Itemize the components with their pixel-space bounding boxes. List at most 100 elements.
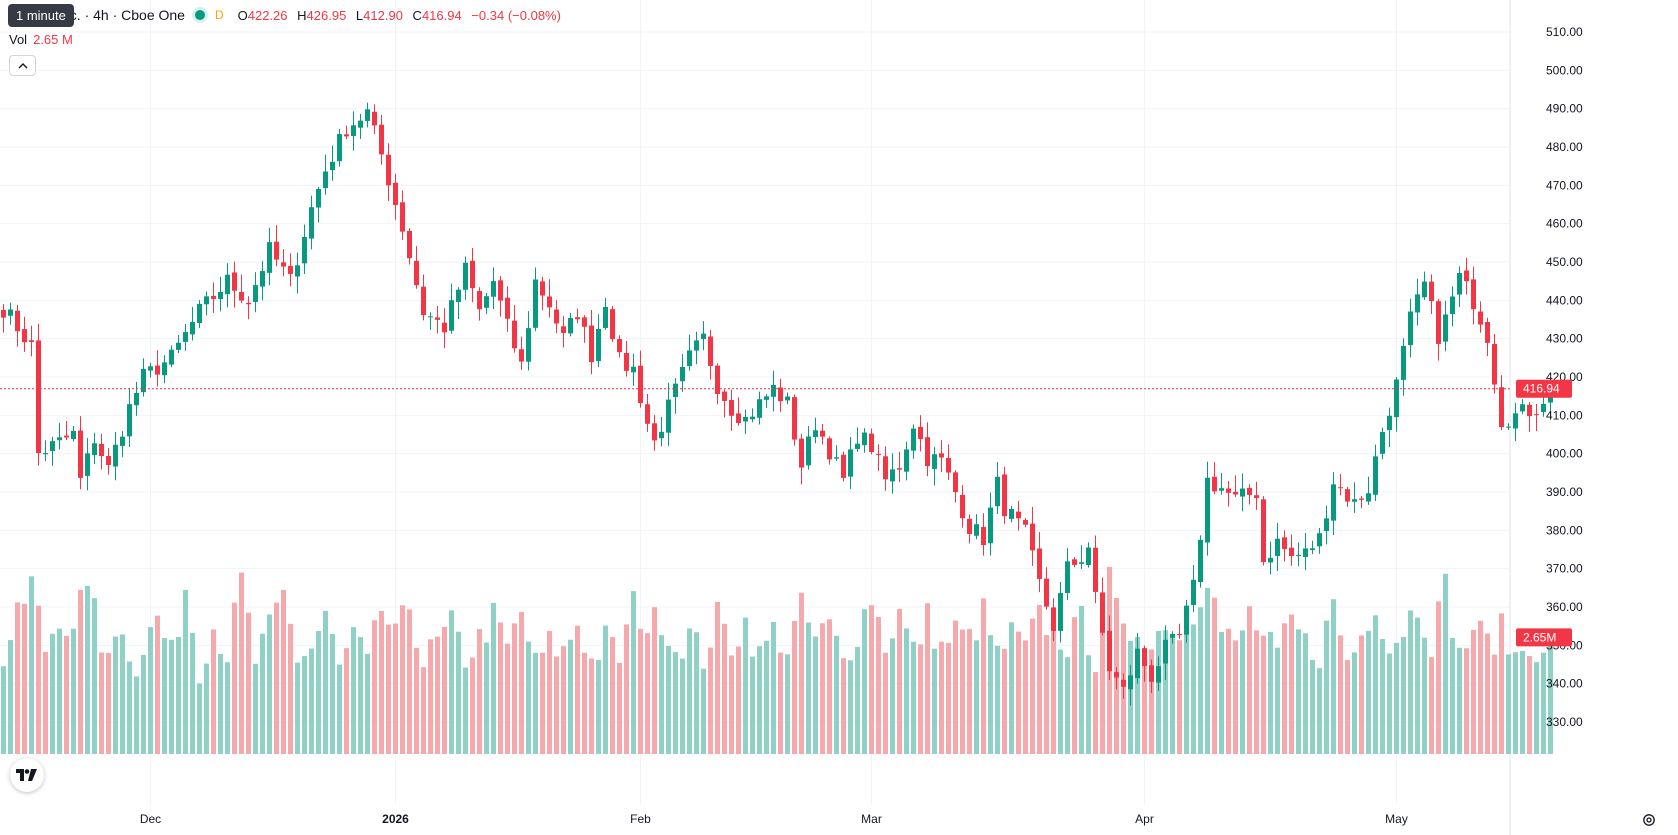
candle-body [764, 396, 769, 400]
candle [1394, 376, 1399, 432]
candle-body [1394, 379, 1399, 418]
volume-bar [519, 611, 524, 754]
volume-bar [547, 630, 552, 754]
candle [722, 389, 727, 418]
volume-bar [883, 652, 888, 754]
time-scale[interactable]: Dec 2026 Feb Mar Apr May [140, 812, 1408, 826]
tradingview-logo-icon[interactable] [10, 758, 44, 792]
volume-bar [351, 627, 356, 754]
candle [981, 513, 986, 556]
candle-body [1107, 630, 1112, 672]
volume-bar [183, 589, 188, 754]
volume-bar [449, 610, 454, 754]
volume-bar [729, 655, 734, 754]
candle [1233, 475, 1238, 497]
volume-bar [918, 644, 923, 754]
candle-body [1254, 495, 1259, 498]
volume-bar [1219, 631, 1224, 754]
volume-bar [358, 637, 363, 754]
candle [267, 227, 272, 286]
candle [29, 325, 34, 357]
chevron-up-icon [18, 62, 27, 68]
volume-bar [1184, 633, 1189, 754]
candle-body [309, 207, 314, 239]
volume-bar [666, 645, 671, 754]
candle-body [1422, 281, 1427, 298]
candle [351, 111, 356, 151]
candle [974, 514, 979, 540]
candle [211, 282, 216, 313]
candle-body [624, 352, 629, 371]
candle-body [106, 455, 111, 466]
candle-body [1009, 508, 1014, 519]
volume-bar [1023, 640, 1028, 754]
candle [505, 286, 510, 332]
volume-bar [1443, 573, 1448, 754]
candle [1135, 632, 1140, 684]
candle-body [64, 435, 69, 438]
candle-body [85, 453, 90, 476]
candle-body [1387, 415, 1392, 431]
candle-body [253, 285, 258, 302]
volume-bar [435, 636, 440, 754]
gear-icon[interactable] [1641, 812, 1657, 828]
volume-bar [1289, 614, 1294, 754]
candle-body [1303, 548, 1308, 557]
candle [1219, 472, 1224, 495]
volume-bar [799, 592, 804, 754]
open-label: O [237, 7, 248, 23]
candle [379, 115, 384, 165]
candle [519, 336, 524, 370]
candle [15, 304, 20, 347]
candle-body [1191, 579, 1196, 605]
time-tick-label: Mar [861, 812, 882, 826]
candle [183, 323, 188, 351]
candle-body [883, 456, 888, 480]
symbol-title[interactable]: nc. · 4h · Cboe One [62, 7, 185, 23]
volume-bar [680, 658, 685, 754]
candle [141, 358, 146, 397]
interval-chip: D [214, 8, 224, 22]
volume-bar [1142, 653, 1147, 754]
volume-bar [1527, 656, 1532, 754]
candle-body [197, 303, 202, 323]
volume-bar [1478, 620, 1483, 754]
volume-bar [1541, 652, 1546, 754]
price-tick-label: 370.00 [1546, 562, 1583, 576]
candle-body [1205, 477, 1210, 543]
candle-body [722, 391, 727, 401]
volume-bar [204, 663, 209, 754]
volume-bar [1394, 642, 1399, 754]
candle-body [470, 260, 475, 289]
candle-body [526, 328, 531, 362]
volume-bar [1464, 648, 1469, 754]
candle-body [778, 387, 783, 402]
candle [498, 275, 503, 317]
volume-bar [274, 602, 279, 754]
volume-bar [771, 621, 776, 754]
volume-bar [554, 656, 559, 754]
candle-body [1149, 665, 1154, 682]
candle [316, 186, 321, 223]
candle-body [806, 436, 811, 466]
candle-body [876, 453, 881, 455]
candle [1149, 659, 1154, 694]
last-volume-text: 2.65M [1523, 630, 1556, 644]
price-scale[interactable]: 510.00 500.00 490.00 480.00 470.00 460.00 450.… [1546, 25, 1583, 729]
candle-body [1016, 511, 1021, 519]
volume-bar [981, 598, 986, 754]
ohlc-values: O422.26 H426.95 L412.90 C416.94 −0.34 (−… [232, 8, 561, 23]
candle-body [78, 430, 83, 478]
volume-bar [8, 640, 13, 754]
collapse-legend-button[interactable] [9, 55, 36, 76]
candle-body [841, 454, 846, 478]
volume-bar [1387, 653, 1392, 754]
volume-bar [603, 625, 608, 754]
volume-bar [302, 656, 307, 754]
candle-body [246, 302, 251, 305]
volume-bar [477, 629, 482, 754]
candle [358, 113, 363, 140]
candle-body [372, 111, 377, 126]
candle [1030, 506, 1035, 566]
